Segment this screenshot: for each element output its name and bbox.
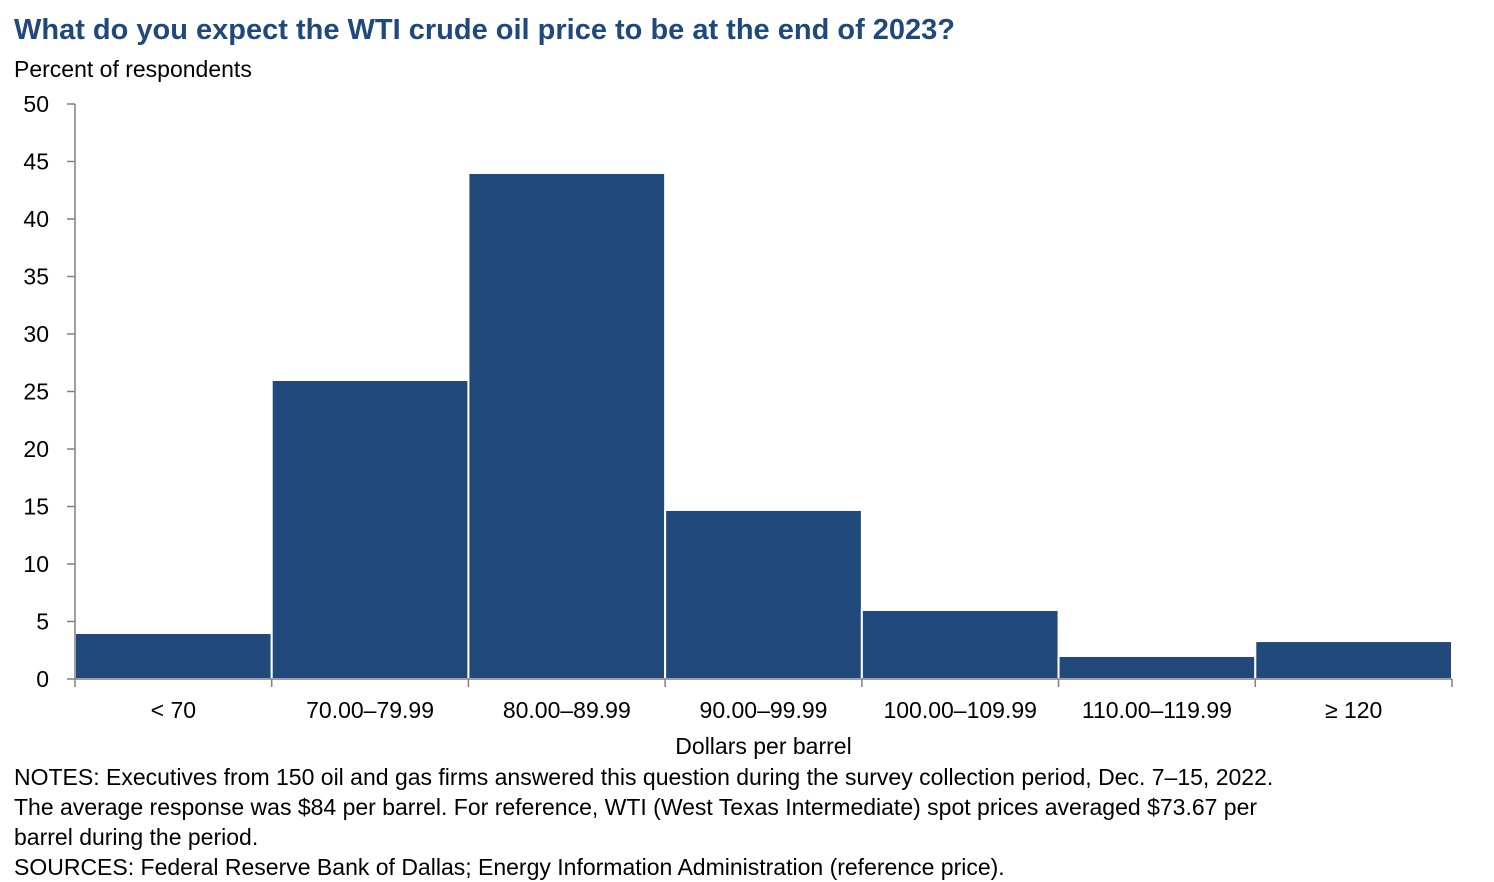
x-tick-label: 90.00–99.99 — [700, 697, 828, 723]
y-tick-label: 35 — [23, 264, 49, 290]
bar — [860, 609, 1060, 680]
y-tick-label: 20 — [23, 436, 49, 462]
x-tick-label: 100.00–109.99 — [883, 697, 1037, 723]
y-tick-label: 40 — [23, 206, 49, 232]
y-axis-label: Percent of respondents — [14, 56, 252, 82]
chart-title: What do you expect the WTI crude oil pri… — [14, 14, 956, 46]
bar — [74, 632, 273, 680]
histogram-chart: 0 5 10 15 20 25 30 35 40 45 50 < 70 70.00–79.99 80.00… — [23, 91, 1454, 759]
labels-layer: 0 5 10 15 20 25 30 35 40 45 50 < 70 70.00–79.99 80.00… — [23, 91, 1382, 759]
x-tick-label: 80.00–89.99 — [503, 697, 631, 723]
y-tick-label: 10 — [23, 551, 49, 577]
y-tick-label: 5 — [36, 609, 49, 635]
bar — [270, 379, 470, 680]
y-tick-label: 45 — [23, 149, 49, 175]
bar — [1057, 655, 1257, 680]
y-tick-label: 0 — [36, 666, 49, 692]
bars-layer — [74, 172, 1454, 681]
bar — [664, 508, 863, 681]
x-tick-label: 110.00–119.99 — [1082, 697, 1232, 723]
y-tick-label: 15 — [23, 494, 49, 520]
y-tick-label: 50 — [23, 91, 49, 117]
notes-line: NOTES: Executives from 150 oil and gas f… — [14, 764, 1274, 790]
x-tick-label: < 70 — [151, 697, 196, 723]
bar — [1254, 640, 1454, 680]
notes-block: NOTES: Executives from 150 oil and gas f… — [14, 762, 1484, 882]
x-tick-label: ≥ 120 — [1325, 697, 1382, 723]
y-tick-label: 30 — [23, 321, 49, 347]
x-tick-label: 70.00–79.99 — [306, 697, 434, 723]
y-tick-label: 25 — [23, 379, 49, 405]
notes-line: barrel during the period. — [14, 824, 259, 850]
axis-layer — [67, 103, 1453, 687]
bar — [467, 172, 667, 680]
sources-line: SOURCES: Federal Reserve Bank of Dallas;… — [14, 854, 1005, 880]
x-axis-label: Dollars per barrel — [675, 733, 851, 759]
notes-line: The average response was $84 per barrel.… — [14, 794, 1258, 820]
